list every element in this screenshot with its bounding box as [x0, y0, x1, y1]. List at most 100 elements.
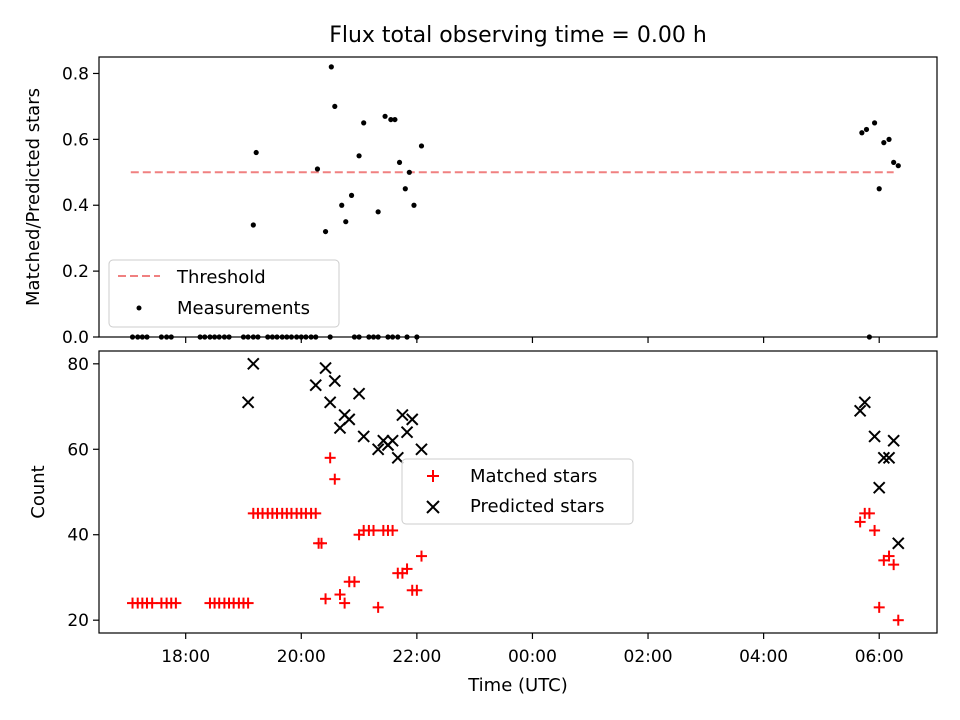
- predicted-star-point: [391, 451, 404, 465]
- measurements-legend-label: Measurements: [177, 298, 310, 319]
- measurement-point: [211, 334, 218, 340]
- measurement-point: [389, 334, 396, 340]
- bottom-x-tick-label: 18:00: [161, 647, 210, 667]
- matched-star-point: [411, 584, 423, 596]
- measurement-point: [402, 186, 408, 192]
- matched-star-point: [892, 614, 904, 626]
- measurement-point: [245, 334, 251, 340]
- measurement-point: [881, 140, 887, 146]
- chart-title: Flux total observing time = 0.00 h: [329, 23, 707, 48]
- predicted-star-point: [328, 374, 342, 388]
- bottom-y-tick-label: 40: [67, 526, 89, 546]
- predicted-star-point: [415, 443, 428, 456]
- measurement-point: [891, 159, 897, 166]
- measurement-point: [866, 334, 872, 340]
- matched-star-point: [339, 597, 351, 609]
- measurement-point: [411, 202, 417, 208]
- predicted-star-point: [877, 451, 891, 465]
- measurement-point: [895, 163, 901, 169]
- measurement-point: [361, 120, 367, 126]
- predicted-star-point: [309, 378, 322, 392]
- bottom-y-tick-label: 20: [67, 611, 89, 631]
- bottom-x-tick-label: 06:00: [855, 647, 904, 667]
- bottom-x-tick-label: 22:00: [392, 647, 441, 667]
- measurement-point: [269, 334, 275, 340]
- measurement-point: [375, 209, 381, 215]
- predicted-star-point: [858, 396, 871, 409]
- measurement-point: [164, 334, 170, 340]
- measurement-point: [385, 334, 391, 340]
- bottom-x-tick-label: 00:00: [508, 647, 557, 667]
- predicted-star-point: [323, 396, 337, 409]
- measurement-point: [396, 159, 403, 166]
- predicted-star-point: [343, 413, 356, 426]
- measurement-point: [207, 334, 213, 340]
- measurement-point: [221, 334, 228, 340]
- measurement-point: [226, 334, 232, 340]
- measurements-legend-swatch: [136, 305, 142, 311]
- matched-star-point: [348, 576, 360, 588]
- matched-star-point: [320, 593, 332, 605]
- measurement-point: [392, 116, 398, 123]
- measurement-point: [406, 169, 412, 175]
- matched-star-point: [316, 537, 328, 549]
- predicted-star-point: [396, 408, 409, 422]
- measurement-point: [240, 334, 247, 340]
- measurement-point: [859, 130, 865, 136]
- matched-star-point: [387, 524, 399, 536]
- predicted-star-point: [892, 537, 905, 550]
- matched-star-point: [415, 550, 427, 562]
- measurement-point: [298, 334, 304, 340]
- measurement-point: [418, 143, 425, 149]
- measurement-point: [129, 334, 136, 340]
- measurement-point: [255, 334, 261, 340]
- predicted-star-point: [400, 425, 414, 439]
- measurement-point: [388, 116, 394, 123]
- top-y-tick-label: 0.2: [62, 262, 89, 282]
- top-legend: Threshold Measurements: [108, 259, 340, 328]
- measurement-point: [395, 334, 401, 340]
- matched-star-point: [883, 550, 895, 562]
- measurement-point: [332, 103, 338, 110]
- predicted-star-point: [853, 404, 867, 418]
- predicted-star-point: [357, 430, 370, 443]
- bottom-x-tick-label: 20:00: [277, 647, 326, 667]
- measurement-point: [328, 64, 334, 70]
- measurement-point: [274, 334, 280, 340]
- bottom-x-tick-label: 02:00: [624, 647, 673, 667]
- top-panel: Matched/Predicted stars 0.00.20.40.60.8 …: [23, 56, 938, 348]
- bottom-x-tick-label: 04:00: [739, 647, 788, 667]
- predicted-star-point: [371, 443, 385, 456]
- measurement-point: [294, 334, 300, 340]
- measurement-point: [351, 334, 358, 340]
- measurement-point: [863, 126, 870, 133]
- bottom-y-axis: 20 40 60 80: [67, 355, 99, 631]
- measurement-point: [279, 334, 285, 340]
- predicted-star-point: [352, 387, 366, 400]
- measurement-point: [144, 334, 150, 340]
- top-y-tick-label: 0.8: [62, 64, 89, 84]
- predicted-legend-swatch: [426, 500, 440, 514]
- bottom-series-layer: [127, 357, 905, 626]
- measurement-point: [366, 334, 372, 340]
- bottom-panel-frame: [98, 350, 938, 634]
- measurement-point: [322, 228, 329, 235]
- measurement-point: [314, 166, 321, 172]
- measurement-point: [216, 334, 222, 340]
- predicted-star-point: [872, 481, 886, 494]
- measurement-point: [370, 334, 377, 340]
- bottom-y-tick-label: 80: [67, 355, 89, 375]
- predicted-star-point: [247, 357, 260, 371]
- measurement-point: [876, 186, 882, 192]
- bottom-panel: Count Time (UTC) 20 40 60 80 18:00 20:00 22:0…: [28, 350, 938, 696]
- measurement-point: [375, 334, 381, 340]
- matched-star-point: [368, 524, 380, 536]
- measurement-point: [404, 334, 410, 340]
- predicted-star-point: [406, 413, 419, 426]
- measurement-point: [348, 192, 355, 198]
- measurement-point: [265, 334, 271, 340]
- measurement-point: [343, 219, 349, 225]
- predicted-star-point: [241, 396, 255, 409]
